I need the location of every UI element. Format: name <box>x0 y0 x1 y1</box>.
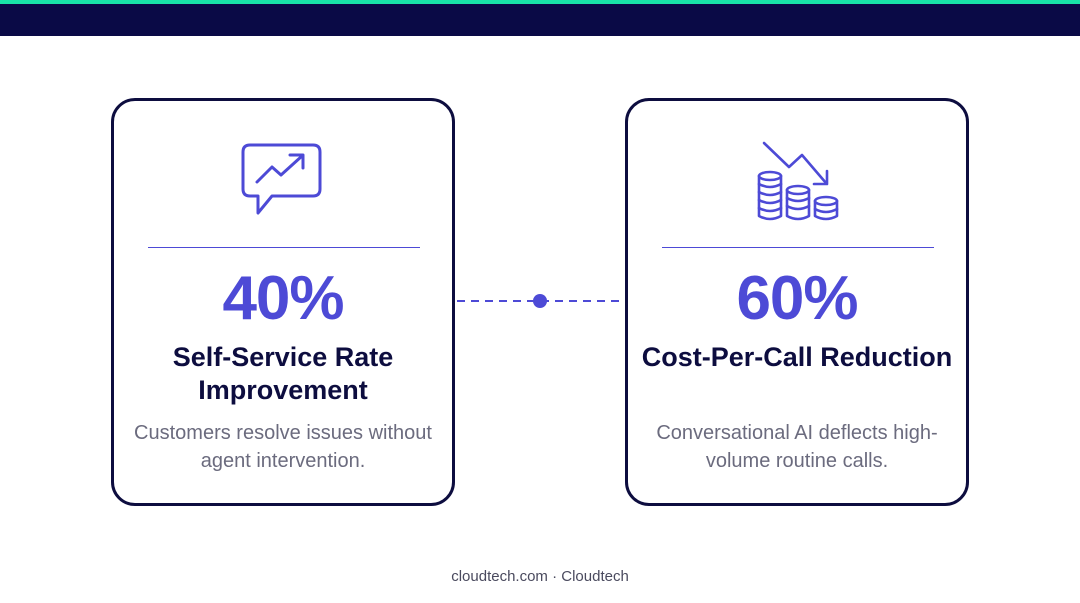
top-bar <box>0 4 1080 36</box>
stat-value: 60% <box>736 264 858 333</box>
stat-description: Customers resolve issues without agent i… <box>134 422 432 472</box>
stat-card-self-service: 40% Self-Service Rate Improvement Custom… <box>111 98 455 506</box>
card-divider <box>148 247 420 248</box>
stat-card-cost-per-call: 60% Cost-Per-Call Reduction Conversation… <box>625 98 969 506</box>
card-divider <box>662 247 934 248</box>
accent-line <box>0 0 1080 4</box>
stat-value: 40% <box>222 264 344 333</box>
stat-description: Conversational AI deflects high-volume r… <box>656 422 938 472</box>
footer-attribution: cloudtech.com · Cloudtech <box>451 568 629 585</box>
stat-title: Self-Service Rate Improvement <box>172 342 394 405</box>
coins-trend-down-icon <box>757 141 839 221</box>
connector-dot-icon <box>533 294 547 308</box>
trend-up-chat-icon <box>241 143 322 215</box>
dashed-connector <box>457 294 623 308</box>
stat-title: Cost-Per-Call Reduction <box>641 342 953 372</box>
